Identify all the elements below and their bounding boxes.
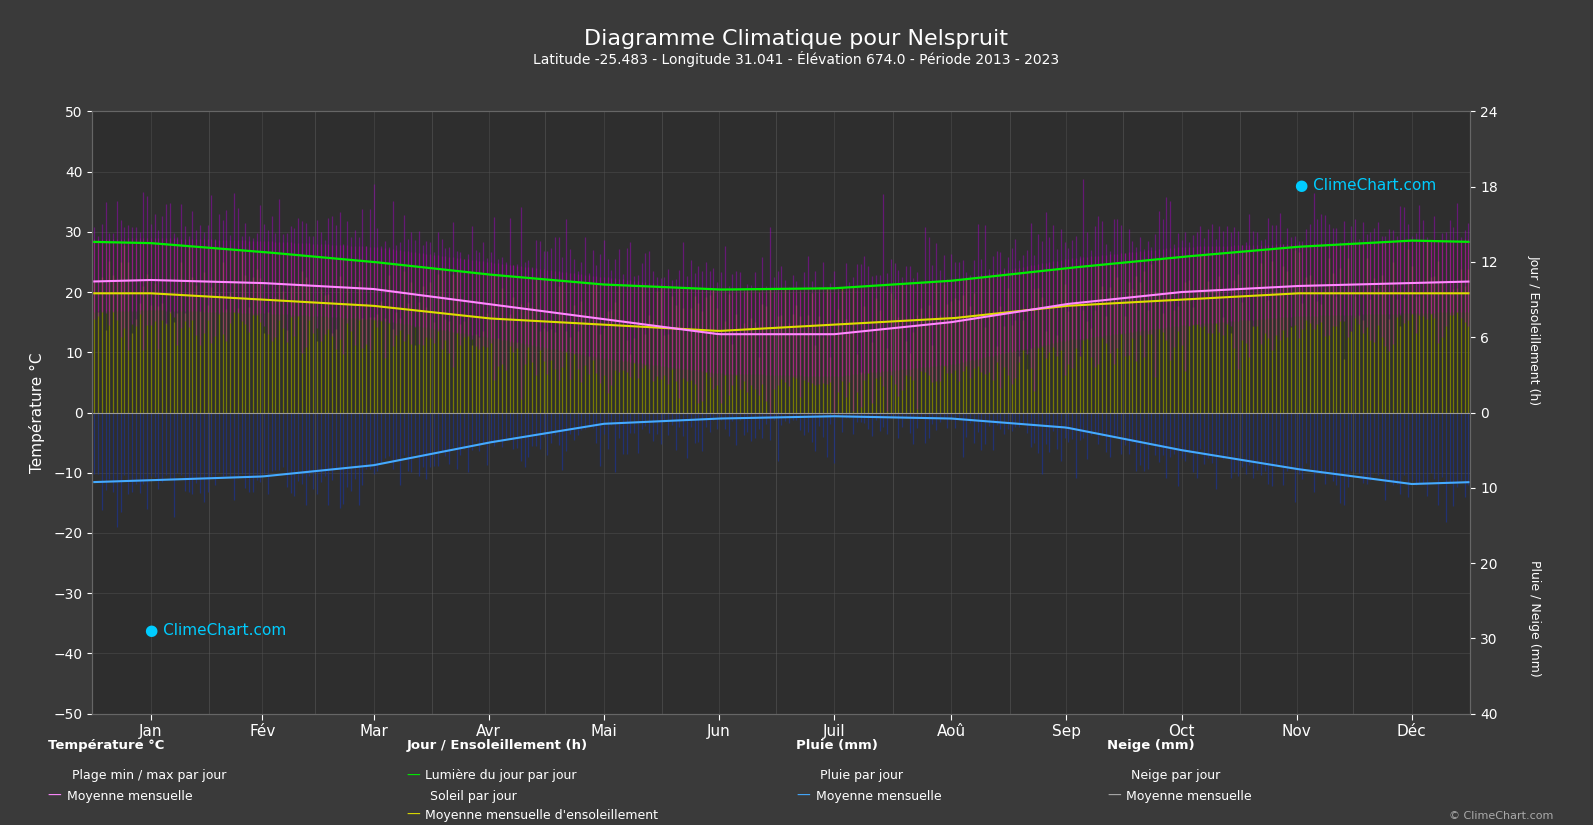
Text: Neige par jour: Neige par jour [1131,769,1220,782]
Text: Lumière du jour par jour: Lumière du jour par jour [425,769,577,782]
Text: —: — [406,769,421,782]
Text: Moyenne mensuelle: Moyenne mensuelle [1126,790,1252,803]
Text: Jour / Ensoleillement (h): Jour / Ensoleillement (h) [1528,255,1540,405]
Text: © ClimeChart.com: © ClimeChart.com [1448,811,1553,821]
Text: Jour / Ensoleillement (h): Jour / Ensoleillement (h) [406,739,588,752]
Text: Pluie / Neige (mm): Pluie / Neige (mm) [1528,560,1540,677]
Text: Moyenne mensuelle: Moyenne mensuelle [67,790,193,803]
Text: —: — [406,808,421,822]
Text: ● ClimeChart.com: ● ClimeChart.com [1295,177,1435,192]
Text: —: — [48,790,62,803]
Y-axis label: Température °C: Température °C [29,352,45,473]
Text: Diagramme Climatique pour Nelspruit: Diagramme Climatique pour Nelspruit [585,29,1008,49]
Text: Pluie par jour: Pluie par jour [820,769,903,782]
Text: Moyenne mensuelle d'ensoleillement: Moyenne mensuelle d'ensoleillement [425,808,658,822]
Text: Moyenne mensuelle: Moyenne mensuelle [816,790,941,803]
Text: Plage min / max par jour: Plage min / max par jour [72,769,226,782]
Text: Neige (mm): Neige (mm) [1107,739,1195,752]
Text: Pluie (mm): Pluie (mm) [796,739,878,752]
Text: ● ClimeChart.com: ● ClimeChart.com [145,624,287,639]
Text: Latitude -25.483 - Longitude 31.041 - Élévation 674.0 - Période 2013 - 2023: Latitude -25.483 - Longitude 31.041 - Él… [534,51,1059,67]
Text: —: — [796,790,811,803]
Text: Température °C: Température °C [48,739,164,752]
Text: Soleil par jour: Soleil par jour [430,790,516,803]
Text: —: — [1107,790,1121,803]
